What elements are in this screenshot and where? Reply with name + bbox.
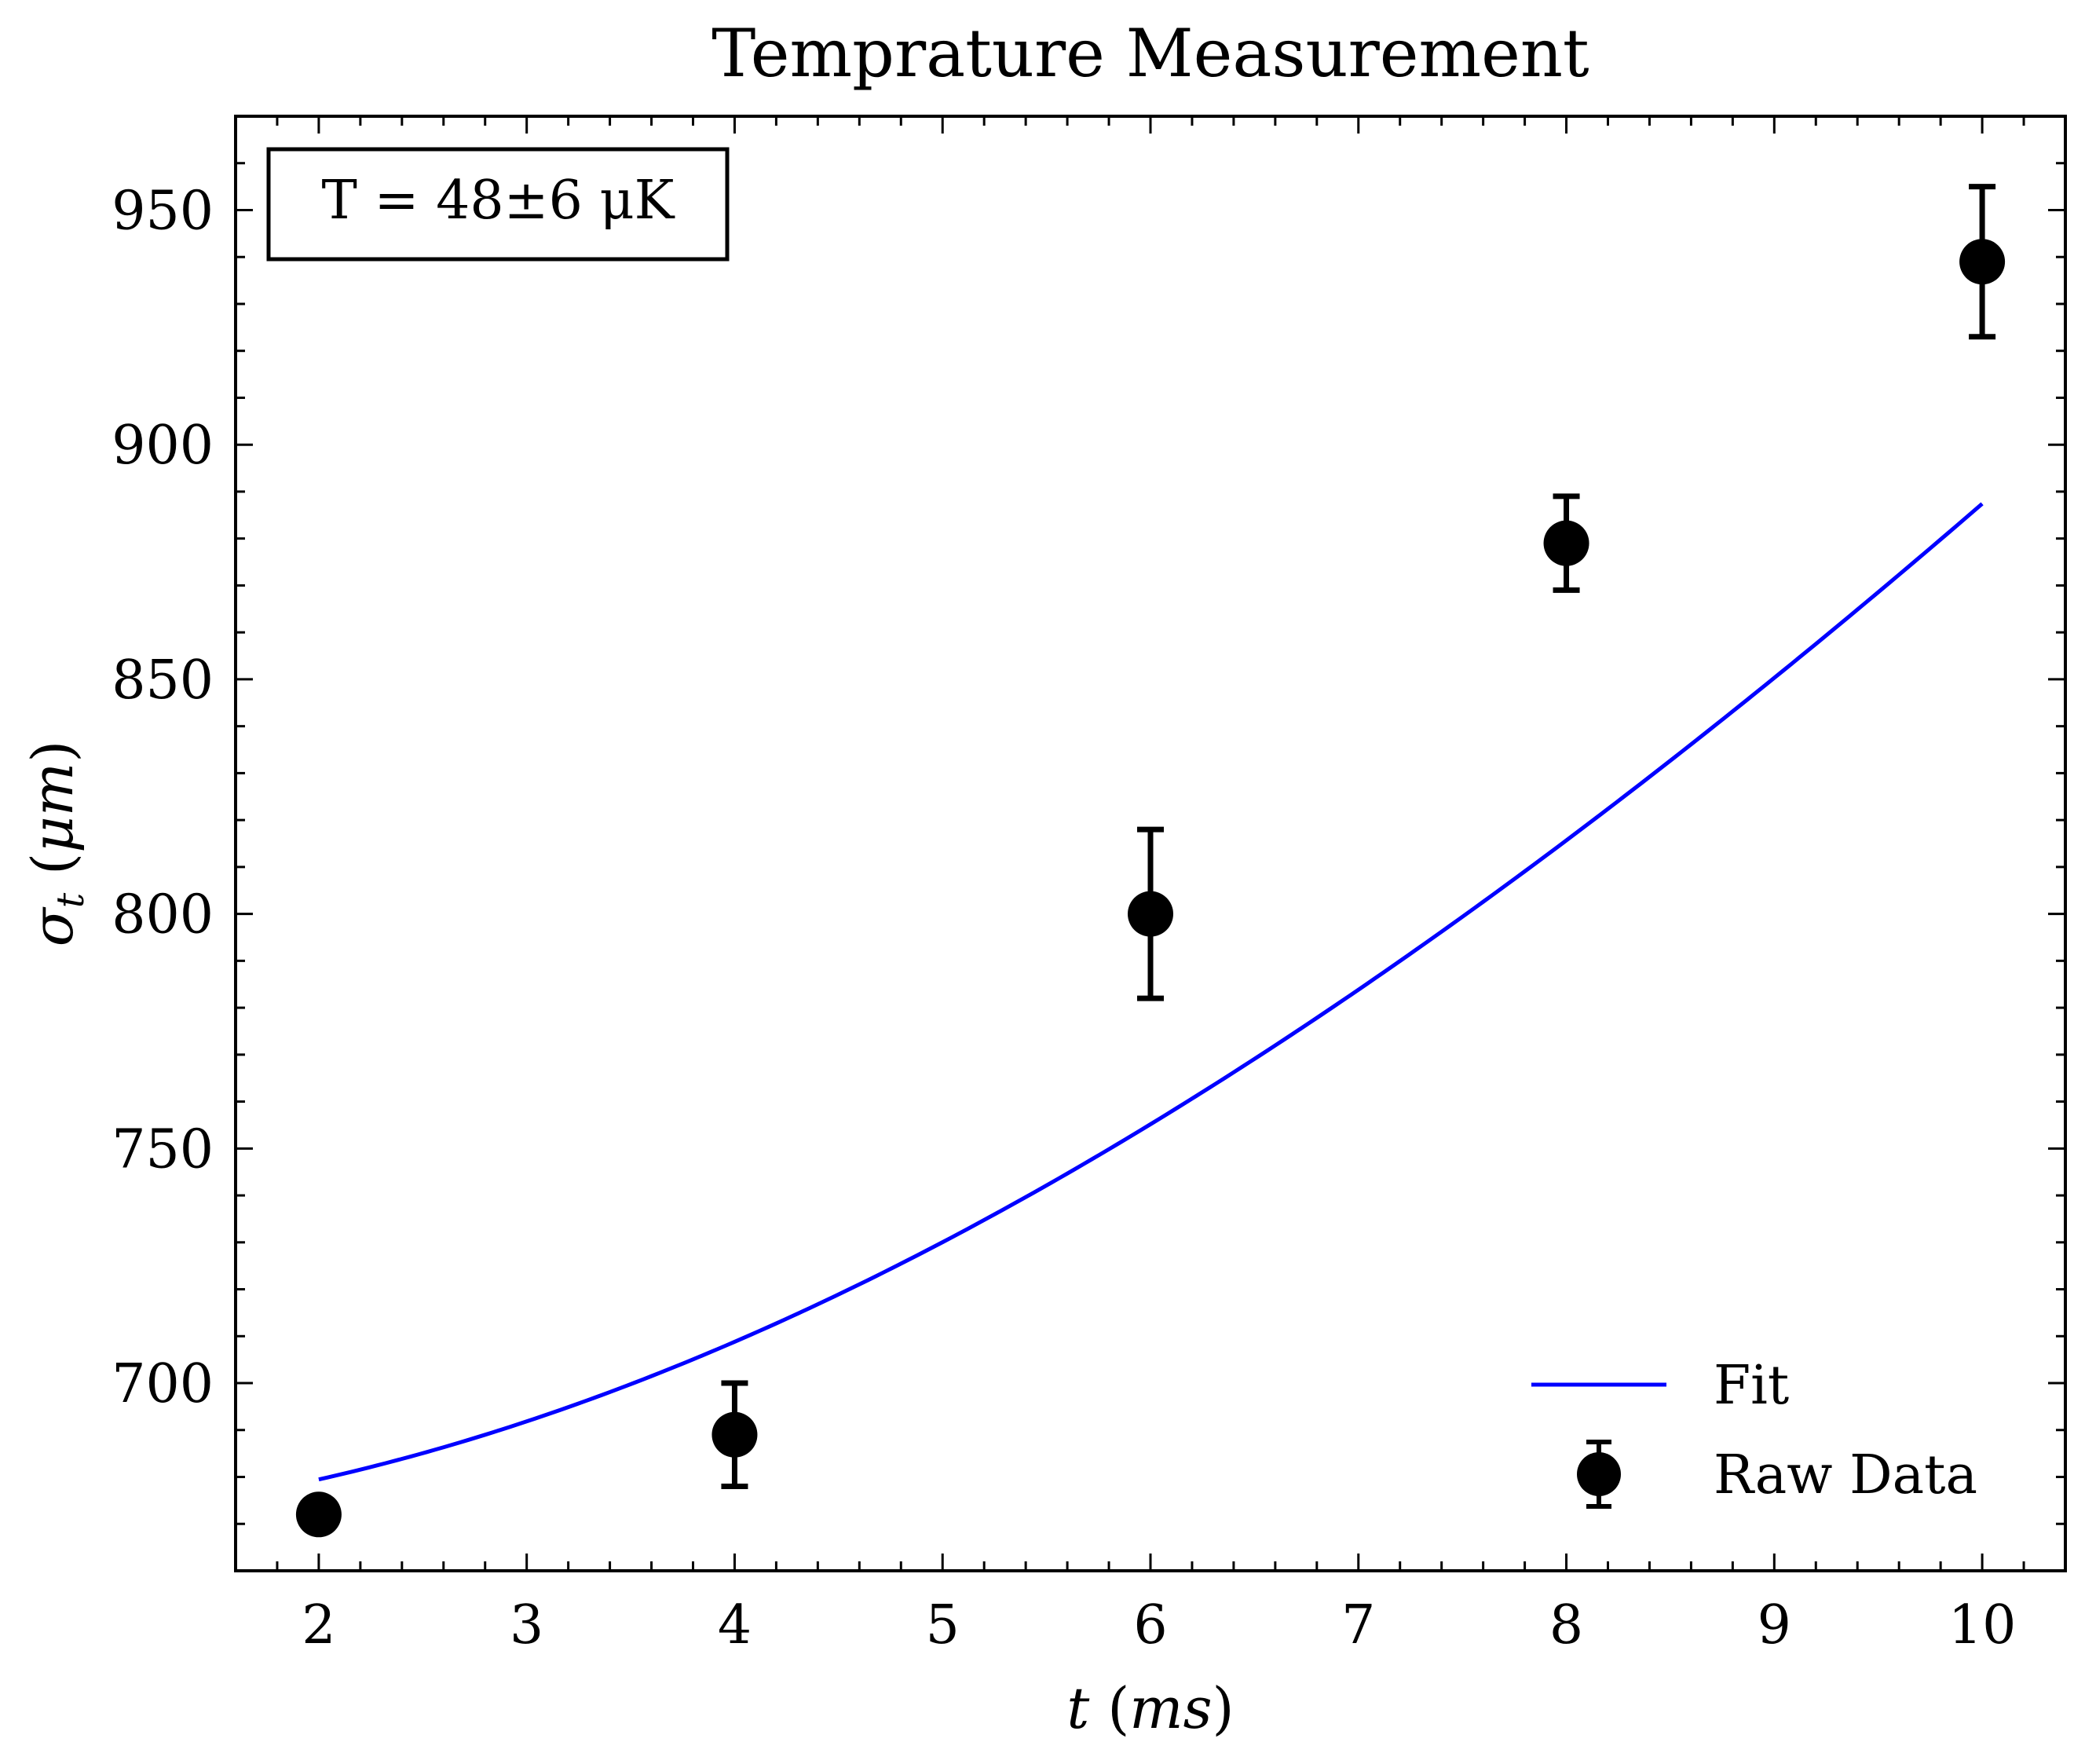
y-tick-label: 800 xyxy=(112,884,214,946)
data-point xyxy=(295,1491,342,1538)
x-tick-label: 6 xyxy=(1133,1594,1167,1656)
x-tick-label: 9 xyxy=(1758,1594,1791,1656)
y-tick-label: 700 xyxy=(112,1353,214,1415)
data-point xyxy=(1959,239,2006,285)
legend-raw-marker xyxy=(1577,1452,1621,1496)
data-layer xyxy=(295,184,2006,1538)
x-tick-label: 3 xyxy=(510,1594,543,1656)
x-tick-label: 5 xyxy=(926,1594,960,1656)
fit-line xyxy=(318,502,1984,1482)
fit-layer xyxy=(318,502,1984,1482)
annotation-text: T = 48±6 μK xyxy=(322,170,675,232)
x-tick-label: 8 xyxy=(1549,1594,1583,1656)
y-tick-label: 900 xyxy=(112,415,214,477)
legend-raw-label: Raw Data xyxy=(1714,1444,1977,1506)
x-tick-label: 7 xyxy=(1341,1594,1375,1656)
annotation-frame xyxy=(266,147,730,262)
data-point xyxy=(1543,520,1589,566)
data-point xyxy=(711,1411,758,1458)
legend: Fit Raw Data xyxy=(1531,1355,1977,1509)
annotation-box: T = 48±6 μK xyxy=(266,147,730,262)
y-tick-label: 850 xyxy=(112,650,214,712)
x-tick-label: 4 xyxy=(718,1594,752,1656)
data-point xyxy=(1128,891,1173,937)
x-axis-title: t (ms) xyxy=(1066,1675,1234,1741)
y-tick-label: 750 xyxy=(112,1118,214,1180)
legend-fit-label: Fit xyxy=(1714,1355,1789,1417)
y-tick-label: 950 xyxy=(112,180,214,242)
tick-labels: 2 3 4 5 6 7 8 9 10 700 750 800 850 900 950 xyxy=(112,180,2016,1656)
plot-frame xyxy=(234,115,2067,1572)
legend-raw-swatch xyxy=(1577,1440,1621,1509)
x-tick-label: 2 xyxy=(302,1594,335,1656)
chart-title: Temprature Measurement xyxy=(711,15,1589,92)
x-tick-label: 10 xyxy=(1948,1594,2017,1656)
y-axis-title: σt (μm) xyxy=(20,741,93,947)
